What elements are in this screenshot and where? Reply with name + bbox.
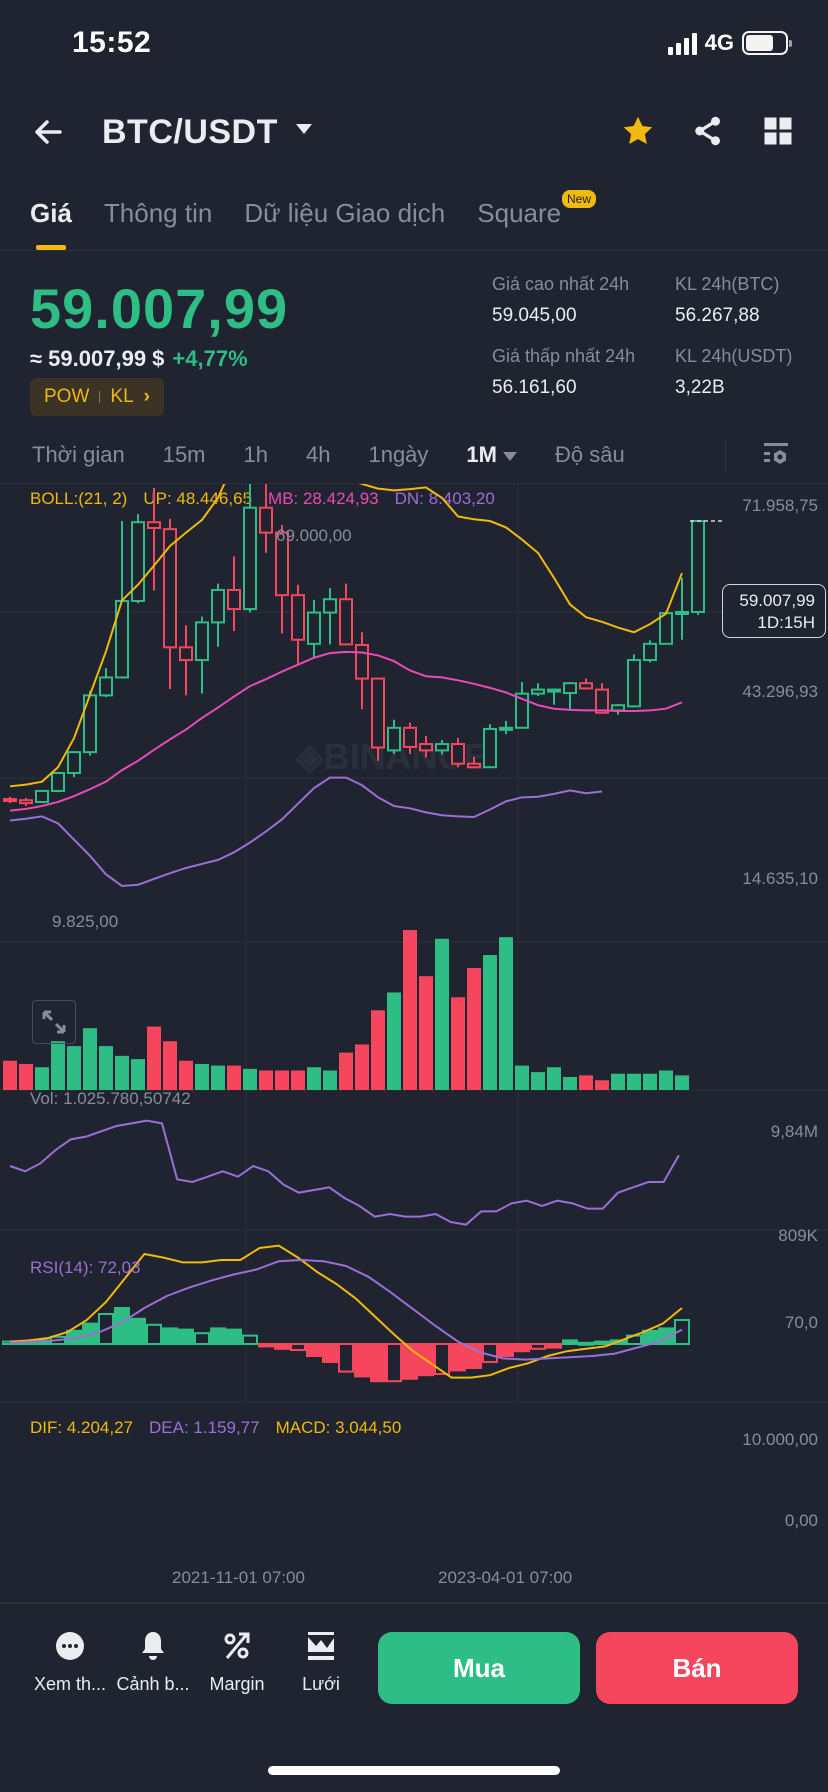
- macd-dea: DEA: 1.159,77: [149, 1418, 260, 1437]
- interval-1M[interactable]: 1M: [466, 442, 517, 468]
- interval-bar: Thời gian 15m 1h 4h 1ngày 1M Độ sâu: [32, 442, 663, 468]
- status-indicators: 4G: [667, 30, 792, 56]
- interval-15m[interactable]: 15m: [162, 442, 206, 467]
- margin-button[interactable]: Margin: [192, 1630, 282, 1695]
- boll-mb: MB: 28.424,93: [268, 489, 379, 508]
- interval-depth[interactable]: Độ sâu: [554, 442, 625, 467]
- grid-icon[interactable]: [760, 113, 796, 149]
- boll-dn: DN: 8.403,20: [394, 489, 495, 508]
- tab-info[interactable]: Thông tin: [103, 198, 213, 228]
- star-icon[interactable]: [620, 113, 656, 149]
- interval-4h[interactable]: 4h: [305, 442, 331, 467]
- interval-1h[interactable]: 1h: [243, 442, 268, 467]
- candlestick-chart[interactable]: ◈BINANCE: [0, 484, 828, 1594]
- indicator-settings-icon[interactable]: [762, 440, 790, 470]
- tab-price[interactable]: Giá: [30, 198, 72, 228]
- sell-button[interactable]: Bán: [596, 1632, 798, 1704]
- more-icon: [56, 1632, 84, 1660]
- share-icon[interactable]: [690, 113, 726, 149]
- high-24h-value: 59.045,00: [492, 305, 577, 326]
- candle-countdown: 1D:15H: [757, 613, 815, 632]
- price-axis-mid: 43.296,93: [742, 682, 818, 701]
- macd-value: MACD: 3.044,50: [275, 1418, 402, 1437]
- home-indicator[interactable]: [268, 1766, 560, 1775]
- vol-legend: Vol: 1.025.780,50742: [30, 1089, 191, 1108]
- rsi-legend: RSI(14): 72,03: [30, 1258, 141, 1277]
- percent-icon: [224, 1632, 250, 1659]
- boll-params: BOLL:(21, 2): [30, 489, 128, 508]
- usd-price: ≈ 59.007,99 $: [30, 346, 165, 371]
- tag-kl: KL: [110, 386, 134, 407]
- tag-chip[interactable]: POW KL ›: [30, 378, 164, 416]
- current-price-tag: 59.007,99 1D:15H: [722, 584, 826, 638]
- status-time: 15:52: [72, 26, 152, 59]
- low-24h-label: Giá thấp nhất 24h: [492, 346, 636, 366]
- vol-btc-label: KL 24h(BTC): [675, 274, 780, 294]
- high-marker: 69.000,00: [276, 526, 352, 545]
- macd-axis-zero: 0,00: [784, 1511, 818, 1530]
- vol-btc-value: 56.267,88: [675, 305, 760, 326]
- buy-button[interactable]: Mua: [378, 1632, 580, 1704]
- current-price: 59.007,99: [739, 591, 815, 610]
- price-axis-top: 71.958,75: [742, 496, 818, 515]
- alert-button[interactable]: Cảnh b...: [108, 1630, 198, 1695]
- last-price: 59.007,99: [30, 277, 289, 340]
- price-axis-low: 14.635,10: [742, 869, 818, 888]
- time-label-1: 2021-11-01 07:00: [172, 1568, 305, 1587]
- vol-axis-top: 9,84M: [770, 1122, 818, 1141]
- macd-axis-top: 10.000,00: [742, 1430, 818, 1449]
- macd-legend: DIF: 4.204,27 DEA: 1.159,77 MACD: 3.044,…: [30, 1418, 401, 1438]
- expand-icon[interactable]: [32, 1000, 76, 1044]
- tab-bar: Giá Thông tin Dữ liệu Giao dịch Square: [30, 198, 561, 229]
- more-button[interactable]: Xem th...: [25, 1630, 115, 1695]
- grid-trading-button[interactable]: Lưới: [276, 1630, 366, 1695]
- new-badge: New: [562, 190, 597, 208]
- interval-time[interactable]: Thời gian: [32, 442, 125, 467]
- active-tab-indicator: [36, 245, 66, 250]
- time-label-2: 2023-04-01 07:00: [438, 1568, 573, 1587]
- grid-trading-icon: [308, 1632, 334, 1660]
- pair-title[interactable]: BTC/USDT: [102, 113, 278, 151]
- signal-icon: [667, 31, 697, 55]
- low-marker: 9.825,00: [52, 912, 119, 931]
- caret-down-icon[interactable]: [296, 124, 312, 134]
- vol-usdt-label: KL 24h(USDT): [675, 346, 793, 366]
- low-24h-value: 56.161,60: [492, 377, 577, 398]
- rsi-axis-level: 70,0: [784, 1313, 818, 1332]
- caret-down-icon: [502, 451, 517, 461]
- macd-dif: DIF: 4.204,27: [30, 1418, 134, 1437]
- battery-icon: [742, 31, 792, 55]
- boll-legend: BOLL:(21, 2) UP: 48.446,65 MB: 28.424,93…: [30, 489, 495, 509]
- tab-trading-data[interactable]: Dữ liệu Giao dịch: [244, 198, 446, 228]
- boll-up: UP: 48.446,65: [143, 489, 253, 508]
- bell-icon: [142, 1632, 164, 1660]
- divider: [0, 250, 828, 251]
- network-type: 4G: [704, 30, 734, 55]
- tab-square[interactable]: Square: [477, 198, 562, 228]
- back-arrow-icon[interactable]: [30, 112, 70, 152]
- change-percent: +4,77%: [172, 346, 248, 371]
- vol-usdt-value: 3,22B: [675, 377, 725, 398]
- interval-1day[interactable]: 1ngày: [368, 442, 429, 467]
- chevron-right-icon: ›: [143, 386, 150, 407]
- vol-axis-bottom: 809K: [778, 1226, 818, 1245]
- tag-pow: POW: [44, 386, 90, 407]
- usd-equivalent: ≈ 59.007,99 $ +4,77%: [30, 346, 248, 372]
- high-24h-label: Giá cao nhất 24h: [492, 274, 630, 294]
